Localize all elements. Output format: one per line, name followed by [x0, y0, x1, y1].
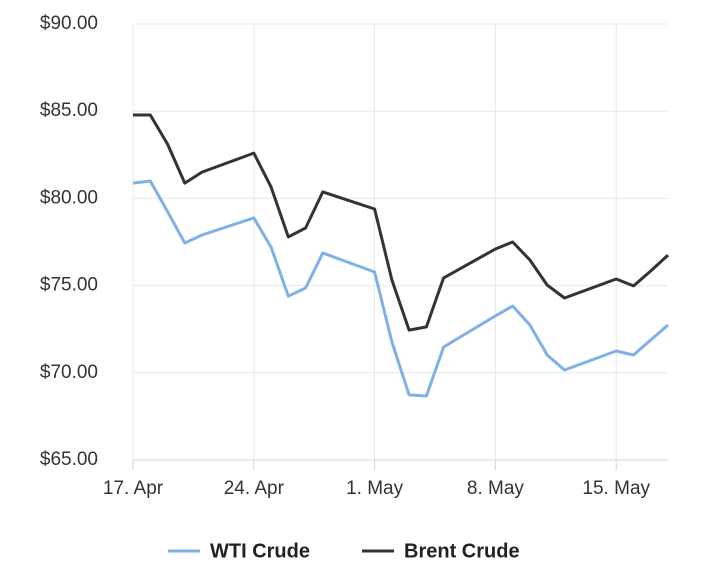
x-tick-label: 15. May [582, 478, 650, 499]
line-series [132, 179, 669, 398]
line-series [133, 113, 670, 332]
y-tick-label: $70.00 [40, 362, 98, 383]
y-tick-label: $85.00 [40, 100, 98, 121]
legend-label: Brent Crude [404, 540, 520, 562]
y-tick-label: $65.00 [40, 449, 98, 470]
y-tick-label: $75.00 [40, 275, 98, 296]
y-tick-label: $80.00 [40, 187, 98, 208]
y-tick-label: $90.00 [40, 13, 98, 34]
x-tick-label: 1. May [346, 478, 404, 499]
x-tick-label: 17. Apr [103, 478, 164, 499]
legend-label: WTI Crude [210, 540, 310, 562]
x-tick-label: 24. Apr [224, 478, 285, 499]
x-tick-label: 8. May [467, 478, 525, 499]
